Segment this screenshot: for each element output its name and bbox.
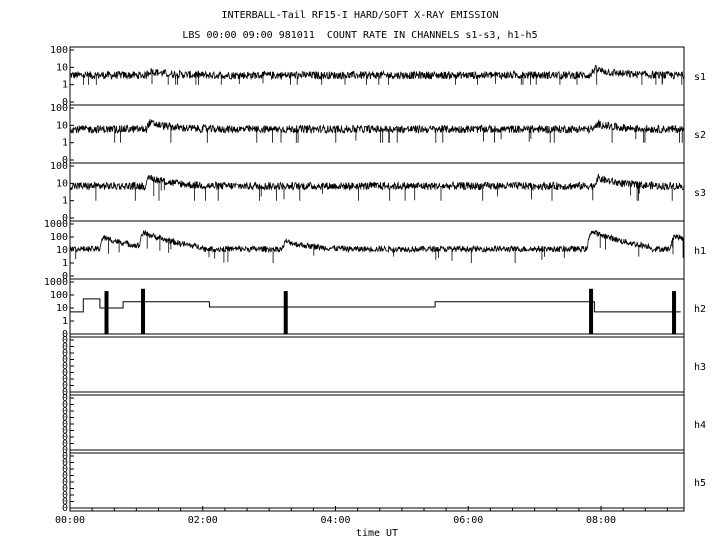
y-tick-label-s3: 10 bbox=[56, 178, 68, 189]
y-tick-label-s3: 100 bbox=[50, 161, 68, 172]
y-tick-label-h4: 0 bbox=[62, 426, 68, 437]
y-tick-label-h4: 0 bbox=[62, 445, 68, 456]
panel-label-h4: h4 bbox=[694, 420, 706, 431]
trace-s3 bbox=[69, 173, 685, 201]
y-tick-label-h2: 1000 bbox=[44, 277, 68, 288]
trace-s1 bbox=[69, 65, 685, 85]
panel-label-h1: h1 bbox=[694, 246, 706, 257]
y-tick-label-s1: 1 bbox=[62, 80, 68, 91]
x-axis-label: time UT bbox=[356, 528, 398, 539]
y-tick-label-h3: 0 bbox=[62, 335, 68, 346]
y-tick-label-h1: 1 bbox=[62, 258, 68, 269]
y-tick-label-h2: 1 bbox=[62, 316, 68, 327]
y-tick-label-h2: 100 bbox=[50, 290, 68, 301]
y-tick-label-h4: 0 bbox=[62, 439, 68, 450]
y-tick-label-s1: 0 bbox=[62, 97, 68, 108]
y-tick-label-h1: 100 bbox=[50, 232, 68, 243]
panel-frame-s3 bbox=[69, 162, 685, 222]
spike-h2 bbox=[141, 288, 146, 334]
trace-s2 bbox=[69, 119, 685, 143]
y-tick-label-h5: 0 bbox=[62, 503, 68, 514]
y-tick-label-h3: 0 bbox=[62, 374, 68, 385]
y-tick-label-s3: 1 bbox=[62, 196, 68, 207]
y-tick-label-s1: 10 bbox=[56, 62, 68, 73]
panel-label-s1: s1 bbox=[694, 72, 706, 83]
y-tick-label-h5: 0 bbox=[62, 458, 68, 469]
y-tick-label-h1: 10 bbox=[56, 245, 68, 256]
panel-frame-s2 bbox=[69, 104, 685, 164]
y-tick-label-h5: 0 bbox=[62, 464, 68, 475]
y-tick-label-h5: 0 bbox=[62, 497, 68, 508]
chart-subtitle: LBS 00:00 09:00 981011 COUNT RATE IN CHA… bbox=[182, 30, 538, 41]
x-tick-label: 04:00 bbox=[320, 515, 350, 526]
trace-h1 bbox=[69, 229, 685, 263]
y-tick-label-s3: 0 bbox=[62, 213, 68, 224]
x-tick-label: 00:00 bbox=[55, 515, 85, 526]
y-tick-label-h3: 0 bbox=[62, 368, 68, 379]
y-tick-label-s2: 10 bbox=[56, 120, 68, 131]
y-tick-label-h2: 10 bbox=[56, 303, 68, 314]
y-tick-label-h4: 0 bbox=[62, 432, 68, 443]
y-tick-label-h4: 0 bbox=[62, 413, 68, 424]
y-tick-label-h3: 0 bbox=[62, 387, 68, 398]
y-tick-label-h4: 0 bbox=[62, 400, 68, 411]
y-tick-label-h5: 0 bbox=[62, 471, 68, 482]
panel-label-h2: h2 bbox=[694, 304, 706, 315]
panel-label-h5: h5 bbox=[694, 478, 706, 489]
y-tick-label-h4: 0 bbox=[62, 406, 68, 417]
chart-title: INTERBALL-Tail RF15-I HARD/SOFT X-RAY EM… bbox=[221, 10, 499, 21]
y-tick-label-h2: 0 bbox=[62, 329, 68, 340]
spike-h2 bbox=[283, 291, 288, 334]
y-tick-label-s2: 100 bbox=[50, 103, 68, 114]
panel-label-s3: s3 bbox=[694, 188, 706, 199]
x-tick-label: 06:00 bbox=[453, 515, 483, 526]
y-tick-label-h1: 0 bbox=[62, 271, 68, 282]
spike-h2 bbox=[672, 291, 677, 334]
y-tick-label-h1: 1000 bbox=[44, 219, 68, 230]
panel-frame-h5 bbox=[69, 452, 685, 512]
y-tick-label-h5: 0 bbox=[62, 490, 68, 501]
panel-label-s2: s2 bbox=[694, 130, 706, 141]
y-tick-label-h4: 0 bbox=[62, 419, 68, 430]
panel-label-h3: h3 bbox=[694, 362, 706, 373]
x-tick-label: 02:00 bbox=[188, 515, 218, 526]
y-tick-label-s2: 0 bbox=[62, 155, 68, 166]
y-tick-label-h3: 0 bbox=[62, 348, 68, 359]
trace-h2 bbox=[70, 298, 681, 313]
panel-frame-h3 bbox=[69, 336, 685, 396]
y-tick-label-s2: 1 bbox=[62, 138, 68, 149]
y-tick-label-h3: 0 bbox=[62, 361, 68, 372]
y-tick-label-h5: 0 bbox=[62, 451, 68, 462]
y-tick-label-h3: 0 bbox=[62, 342, 68, 353]
y-tick-label-h4: 0 bbox=[62, 393, 68, 404]
spike-h2 bbox=[589, 288, 594, 334]
y-tick-label-h5: 0 bbox=[62, 484, 68, 495]
y-tick-label-s1: 100 bbox=[50, 45, 68, 56]
spike-h2 bbox=[104, 291, 109, 334]
y-tick-label-h3: 0 bbox=[62, 381, 68, 392]
x-tick-label: 08:00 bbox=[586, 515, 616, 526]
panel-frame-h4 bbox=[69, 394, 685, 454]
y-tick-label-h5: 0 bbox=[62, 477, 68, 488]
y-tick-label-h3: 0 bbox=[62, 355, 68, 366]
